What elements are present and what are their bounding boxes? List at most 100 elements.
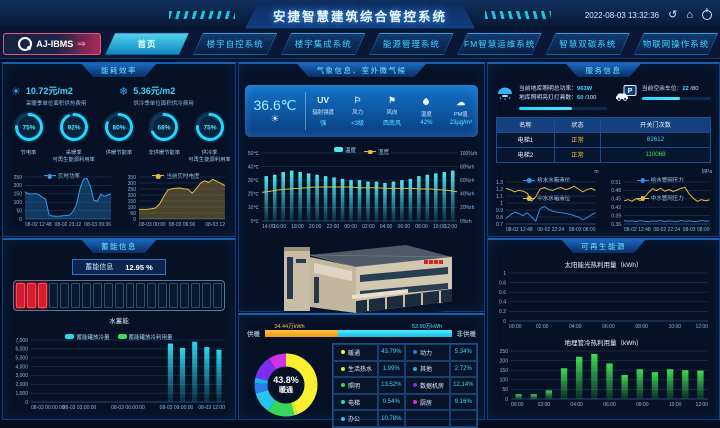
efficiency-gauge: 80% 供暖节能率 bbox=[97, 110, 142, 163]
elevator-table: 名称 状态 开关门次数 电梯1 正常 82612 电梯2 正常 110068 bbox=[496, 116, 712, 163]
legend-item: 温度 bbox=[333, 146, 356, 154]
category-color-dot bbox=[412, 350, 417, 355]
lighting-count-suffix: /100 bbox=[583, 95, 597, 102]
ground-source-chart: 0 50 100 150 200 250 00:00 02:00 04:00 06:00 08:00… bbox=[493, 347, 714, 409]
parking-icon: P bbox=[615, 85, 637, 101]
consumption-category-cell: 其他 bbox=[404, 360, 450, 378]
supply-left-value: 34.44万kWh bbox=[274, 323, 305, 330]
svg-text:150: 150 bbox=[500, 368, 509, 374]
storage-discharge-chart: 0 1,000 2,000 3,000 4,000 5,000 6,000 7,000 08-0… bbox=[7, 336, 231, 412]
droplet-icon bbox=[409, 97, 443, 108]
heating-cost-stat: ☀ 10.72元/m2 采暖季单位面积供热费用 bbox=[11, 84, 119, 107]
consumption-category-cell: 办公 bbox=[333, 410, 378, 427]
temp-humidity-chart: 0℃ 0%rh 10℃ 20%rh 20℃ 40%rh 30℃ 60%rh 40℃ 80%rh 50… bbox=[242, 149, 481, 231]
power-icon[interactable] bbox=[702, 10, 712, 20]
svg-text:1.1: 1.1 bbox=[496, 193, 503, 199]
home-icon[interactable]: ⌂ bbox=[686, 8, 693, 21]
consumption-category-cell: 生活热水 bbox=[333, 360, 378, 378]
cooling-cost-stat: ❄ 5.36元/m2 供冷季单位面积供冷费用 bbox=[119, 84, 227, 107]
nav-tab[interactable]: 物联网操作系统 bbox=[634, 33, 718, 55]
weather-item: ☁ PM值 23μg/m³ bbox=[444, 95, 478, 127]
svg-text:80%: 80% bbox=[112, 125, 125, 132]
legend-swatch bbox=[152, 174, 165, 179]
nav-tab[interactable]: 楼宇集成系统 bbox=[281, 33, 365, 55]
svg-text:18:00: 18:00 bbox=[291, 224, 304, 230]
nav-tab[interactable]: 首页 bbox=[105, 33, 189, 55]
donut-center-value: 43.8% bbox=[273, 375, 299, 386]
lighting-count-label: 地库照明亮灯灯具数： bbox=[519, 95, 577, 102]
svg-text:08-03 12:00: 08-03 12:00 bbox=[198, 405, 225, 411]
nav-tab[interactable]: 楼宇自控系统 bbox=[193, 33, 277, 55]
legend-item: 实时功率 bbox=[43, 172, 80, 180]
nav-tab-label: 楼宇集成系统 bbox=[282, 34, 364, 54]
ground-chart-title: 地埋管冷热利用量（kWh） bbox=[564, 340, 643, 347]
unit-label: m bbox=[594, 168, 599, 175]
legend-item: 当前实时电度 bbox=[152, 172, 200, 180]
svg-text:0: 0 bbox=[19, 217, 22, 223]
solar-thermal-chart: 0 0.2 0.4 0.6 0.8 1 00:00 02:00 04:00 06:00 08:00 1… bbox=[493, 269, 714, 331]
svg-text:100: 100 bbox=[128, 205, 137, 211]
building-3d-model[interactable] bbox=[239, 231, 484, 319]
consumption-category-cell: 电梯 bbox=[333, 393, 378, 411]
nav-tab[interactable]: FM智慧运维系统 bbox=[458, 33, 542, 55]
header-decoration-left bbox=[168, 11, 235, 19]
svg-text:150: 150 bbox=[128, 199, 137, 205]
gauge-label: 非供暖节能率 bbox=[148, 150, 181, 156]
svg-text:0.4: 0.4 bbox=[499, 300, 506, 306]
svg-text:0: 0 bbox=[25, 400, 28, 406]
building-illustration bbox=[269, 245, 454, 319]
svg-text:10:00: 10:00 bbox=[669, 324, 682, 330]
table-cell: 110068 bbox=[599, 146, 712, 163]
table-cell: 正常 bbox=[553, 146, 601, 163]
battery-cell bbox=[202, 283, 212, 308]
svg-text:50: 50 bbox=[130, 211, 136, 217]
legend-swatch bbox=[117, 334, 127, 339]
weather-item: 湿度 42% bbox=[409, 95, 443, 127]
svg-text:08-02 22:24: 08-02 22:24 bbox=[653, 227, 680, 233]
weather-item-name: 湿度 bbox=[420, 111, 432, 118]
panel-energy-breakdown: 供暖 34.44万kWh 52.90万kWh 非供暖 43.8% 暖通 暖通 43… bbox=[238, 313, 485, 428]
svg-text:0.51: 0.51 bbox=[611, 179, 621, 185]
battery-cell bbox=[16, 283, 25, 308]
svg-text:10:00: 10:00 bbox=[433, 224, 446, 230]
svg-text:00:00: 00:00 bbox=[509, 324, 522, 330]
nav-tabs: 首页 楼宇自控系统 楼宇集成系统 能源管理系统 FM智慧运维系统 智慧双碳系统 物联网操作系… bbox=[103, 30, 720, 58]
svg-text:08-02 12:48: 08-02 12:48 bbox=[624, 227, 651, 233]
svg-text:1: 1 bbox=[500, 200, 503, 206]
svg-text:04:00: 04:00 bbox=[569, 324, 582, 330]
supply-right-label: 非供暖 bbox=[456, 331, 477, 338]
consumption-percent-cell: 43.79% bbox=[377, 344, 405, 361]
category-color-dot bbox=[341, 366, 345, 371]
nav-tab[interactable]: 智慧双碳系统 bbox=[546, 33, 630, 55]
svg-text:200: 200 bbox=[500, 358, 509, 364]
battery-cell bbox=[70, 283, 80, 308]
svg-text:1,000: 1,000 bbox=[15, 391, 28, 397]
svg-text:00:00: 00:00 bbox=[344, 224, 357, 230]
svg-text:250: 250 bbox=[500, 349, 509, 355]
panel-title: 服务信息 bbox=[566, 63, 642, 77]
weather-card: 36.6℃ ☀ UV 辐射强度强 ⚐ 风力 <3级 ⚑ 风向 西南风 湿度 42% ☁ PM值 23μg… bbox=[245, 85, 478, 137]
svg-text:250: 250 bbox=[14, 175, 23, 181]
svg-text:350: 350 bbox=[128, 175, 137, 181]
svg-text:0.45: 0.45 bbox=[611, 196, 621, 202]
cloud-icon: ☁ bbox=[456, 96, 466, 107]
undo-icon[interactable]: ↺ bbox=[668, 8, 678, 21]
consumption-percent-cell: 10.78% bbox=[377, 410, 405, 427]
battery-cell bbox=[92, 283, 102, 308]
svg-text:0.8: 0.8 bbox=[496, 214, 503, 220]
efficiency-gauge: 68% 非供暖节能率 bbox=[142, 110, 187, 163]
donut-center: 43.8% 暖通 bbox=[245, 347, 327, 423]
svg-text:08-03 08:00: 08-03 08:00 bbox=[682, 227, 709, 233]
lamp-icon bbox=[498, 87, 512, 100]
panel-title: 蓄能信息 bbox=[81, 239, 157, 253]
category-color-dot bbox=[341, 383, 345, 388]
app-logo: AJ-IBMS ⇒ bbox=[3, 33, 101, 55]
svg-text:1.3: 1.3 bbox=[496, 179, 503, 185]
nav-tab[interactable]: 能源管理系统 bbox=[369, 33, 453, 55]
category-color-dot bbox=[412, 383, 417, 388]
consumption-percent-cell: 0.54% bbox=[377, 393, 405, 411]
svg-text:0%rh: 0%rh bbox=[460, 219, 472, 225]
electricity-chart-legend: 当前实时电度 bbox=[121, 163, 231, 180]
legend-item: 蓄能罐放冷利用量 bbox=[117, 333, 173, 341]
